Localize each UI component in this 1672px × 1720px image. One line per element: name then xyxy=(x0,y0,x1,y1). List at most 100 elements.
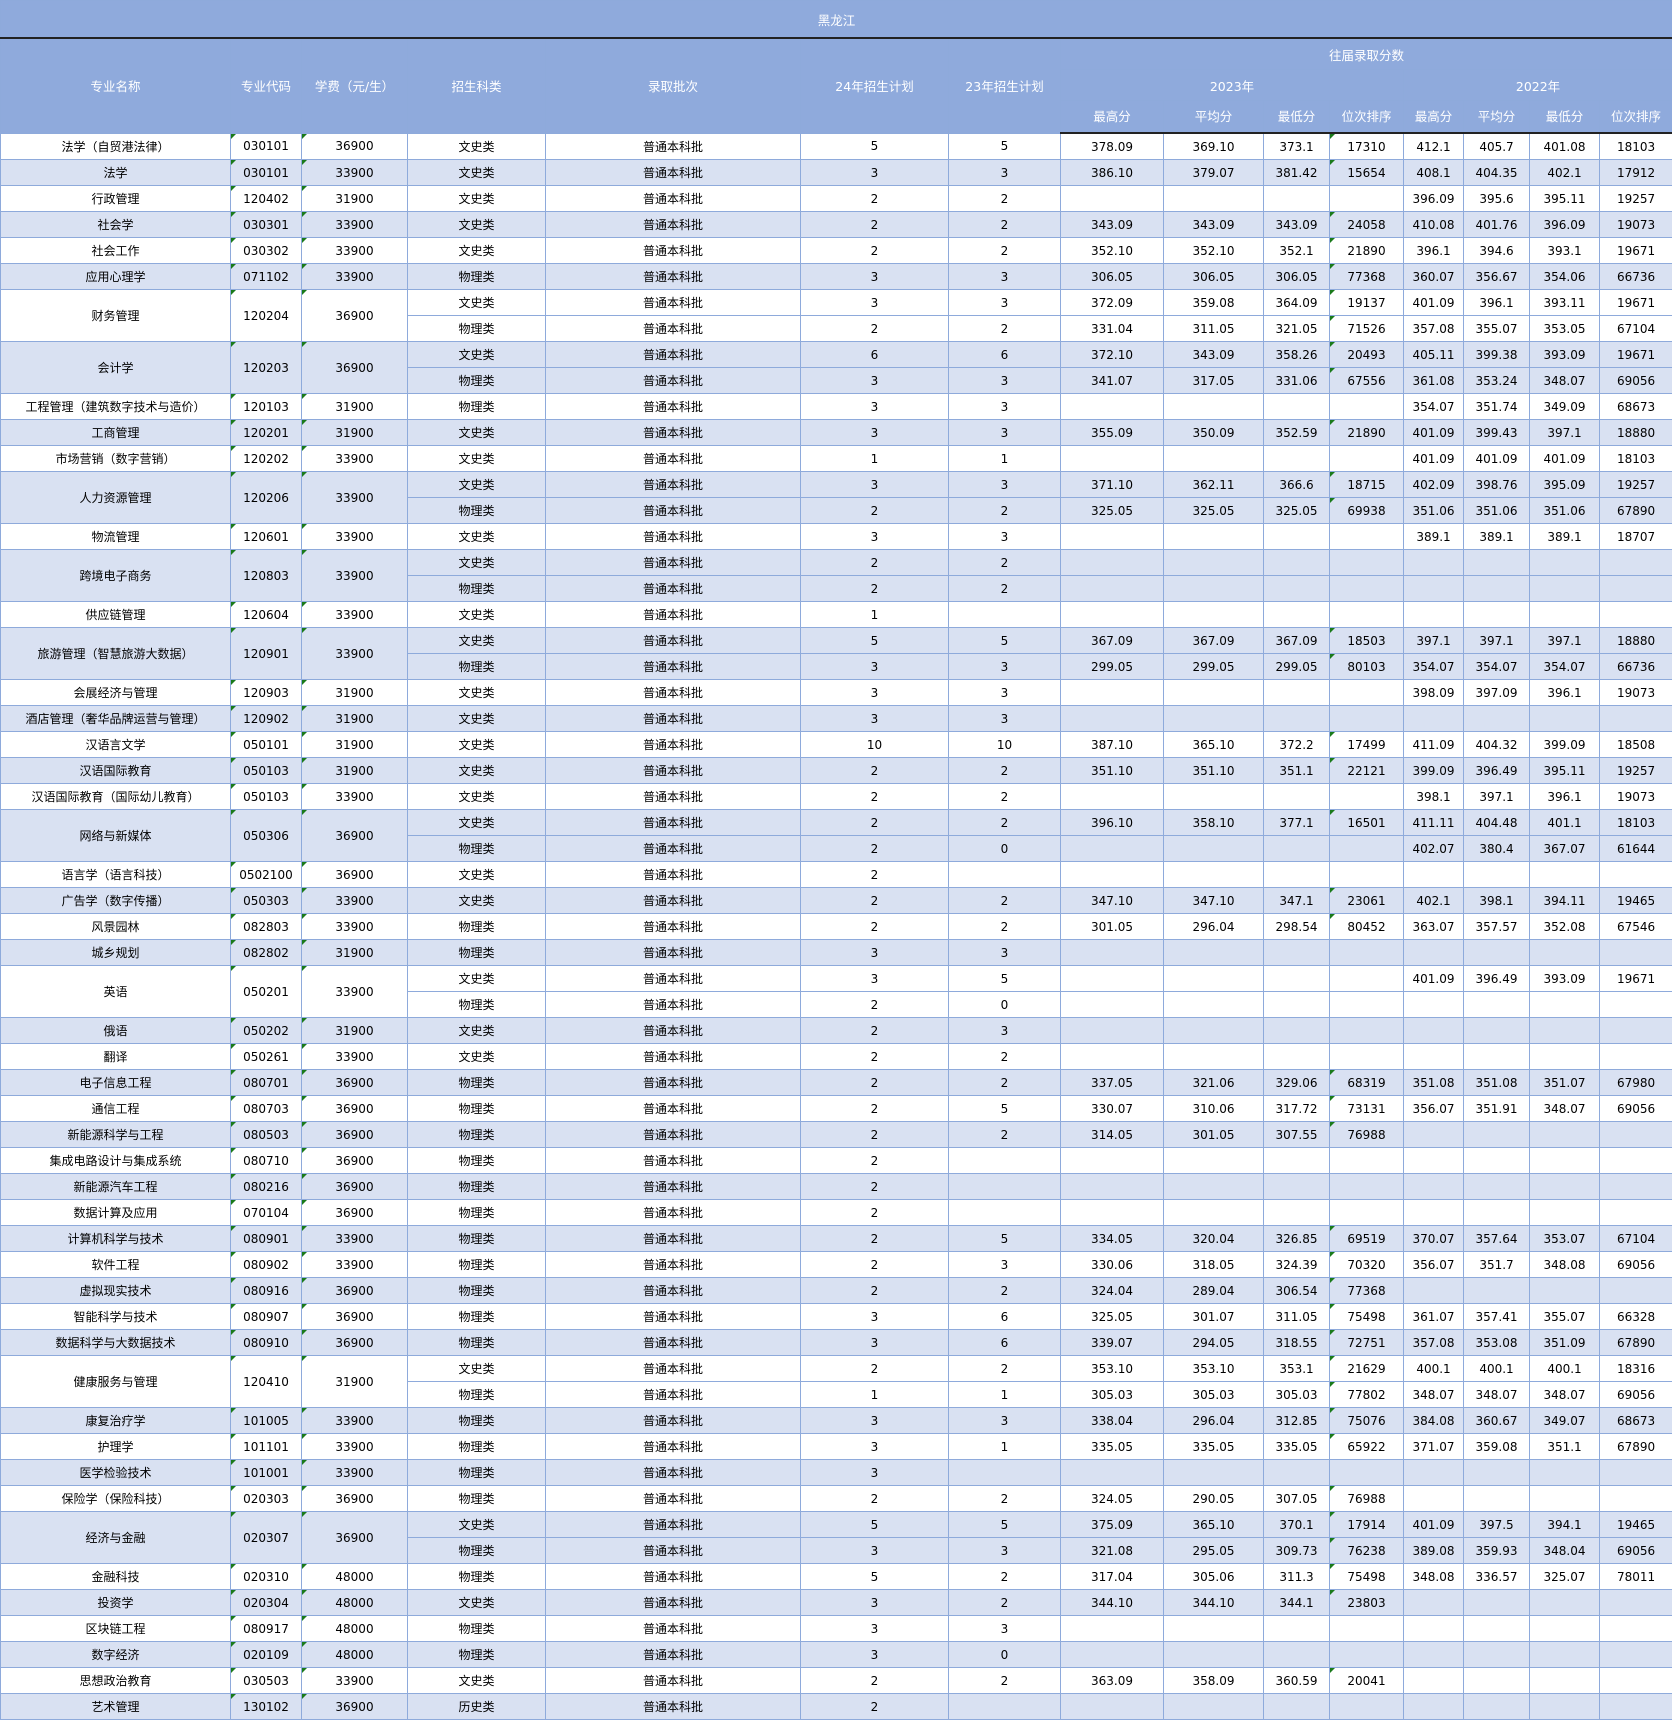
cell-batch: 普通本科批 xyxy=(546,1070,801,1096)
cell-plan23: 1 xyxy=(949,1434,1061,1460)
cell-batch: 普通本科批 xyxy=(546,1486,801,1512)
cell-batch: 普通本科批 xyxy=(546,368,801,394)
cell-max-2022 xyxy=(1404,992,1464,1018)
cell-batch: 普通本科批 xyxy=(546,1096,801,1122)
cell-type: 物理类 xyxy=(408,1148,546,1174)
cell-max-2023: 378.09 xyxy=(1061,133,1164,160)
cell-avg-2023: 321.06 xyxy=(1164,1070,1264,1096)
cell-avg-2023 xyxy=(1164,1200,1264,1226)
major-fee: 36900 xyxy=(302,1278,408,1304)
header-batch: 录取批次 xyxy=(546,38,801,133)
cell-plan23: 2 xyxy=(949,1044,1061,1070)
cell-avg-2023 xyxy=(1164,966,1264,992)
cell-max-2023: 347.10 xyxy=(1061,888,1164,914)
major-code: 082803 xyxy=(231,914,302,940)
header-2022: 2022年 xyxy=(1404,70,1672,101)
cell-rank-2023 xyxy=(1330,1460,1404,1486)
cell-rank-2022 xyxy=(1600,1694,1672,1720)
cell-avg-2022: 397.09 xyxy=(1464,680,1530,706)
major-fee: 33900 xyxy=(302,264,408,290)
cell-plan23: 2 xyxy=(949,1278,1061,1304)
cell-max-2023 xyxy=(1061,394,1164,420)
cell-avg-2022: 399.38 xyxy=(1464,342,1530,368)
cell-min-2023: 353.1 xyxy=(1264,1356,1330,1382)
cell-plan24: 3 xyxy=(801,1538,949,1564)
cell-avg-2022 xyxy=(1464,1148,1530,1174)
cell-min-2022: 393.11 xyxy=(1530,290,1600,316)
cell-min-2023: 317.72 xyxy=(1264,1096,1330,1122)
cell-max-2022: 412.1 xyxy=(1404,133,1464,160)
cell-plan24: 2 xyxy=(801,316,949,342)
cell-batch: 普通本科批 xyxy=(546,316,801,342)
cell-rank-2022 xyxy=(1600,576,1672,602)
cell-rank-2022: 19073 xyxy=(1600,784,1672,810)
cell-max-2022: 402.07 xyxy=(1404,836,1464,862)
cell-max-2023 xyxy=(1061,992,1164,1018)
major-code: 120206 xyxy=(231,472,302,524)
cell-plan23: 1 xyxy=(949,446,1061,472)
cell-max-2022: 354.07 xyxy=(1404,394,1464,420)
cell-rank-2023: 80103 xyxy=(1330,654,1404,680)
cell-max-2022: 401.09 xyxy=(1404,446,1464,472)
major-code: 120902 xyxy=(231,706,302,732)
cell-rank-2022: 19671 xyxy=(1600,342,1672,368)
cell-min-2023 xyxy=(1264,1642,1330,1668)
cell-type: 物理类 xyxy=(408,1174,546,1200)
major-name: 会计学 xyxy=(1,342,231,394)
cell-plan23 xyxy=(949,862,1061,888)
cell-plan24: 2 xyxy=(801,836,949,862)
cell-max-2023: 363.09 xyxy=(1061,1668,1164,1694)
cell-max-2022: 399.09 xyxy=(1404,758,1464,784)
cell-avg-2023: 351.10 xyxy=(1164,758,1264,784)
cell-avg-2022 xyxy=(1464,576,1530,602)
cell-plan23: 3 xyxy=(949,394,1061,420)
cell-plan23: 5 xyxy=(949,1512,1061,1538)
cell-avg-2023: 343.09 xyxy=(1164,342,1264,368)
cell-type: 物理类 xyxy=(408,1330,546,1356)
major-fee: 33900 xyxy=(302,628,408,680)
major-code: 020304 xyxy=(231,1590,302,1616)
cell-plan24: 2 xyxy=(801,1096,949,1122)
cell-max-2022: 371.07 xyxy=(1404,1434,1464,1460)
cell-avg-2023: 301.07 xyxy=(1164,1304,1264,1330)
major-name: 风景园林 xyxy=(1,914,231,940)
cell-min-2023 xyxy=(1264,1616,1330,1642)
cell-avg-2023: 290.05 xyxy=(1164,1486,1264,1512)
major-name: 城乡规划 xyxy=(1,940,231,966)
cell-batch: 普通本科批 xyxy=(546,940,801,966)
cell-max-2022: 384.08 xyxy=(1404,1408,1464,1434)
cell-rank-2022: 19257 xyxy=(1600,186,1672,212)
major-code: 080917 xyxy=(231,1616,302,1642)
cell-type: 文史类 xyxy=(408,628,546,654)
cell-avg-2023 xyxy=(1164,1148,1264,1174)
cell-rank-2022: 19671 xyxy=(1600,238,1672,264)
cell-max-2023: 324.05 xyxy=(1061,1486,1164,1512)
major-code: 050101 xyxy=(231,732,302,758)
major-code: 030101 xyxy=(231,160,302,186)
cell-avg-2022: 357.57 xyxy=(1464,914,1530,940)
major-name: 翻译 xyxy=(1,1044,231,1070)
major-name: 社会学 xyxy=(1,212,231,238)
major-name: 护理学 xyxy=(1,1434,231,1460)
cell-max-2022: 354.07 xyxy=(1404,654,1464,680)
cell-min-2022 xyxy=(1530,550,1600,576)
cell-avg-2023: 359.08 xyxy=(1164,290,1264,316)
cell-batch: 普通本科批 xyxy=(546,1148,801,1174)
major-code: 020307 xyxy=(231,1512,302,1564)
cell-plan24: 2 xyxy=(801,758,949,784)
cell-rank-2023: 77368 xyxy=(1330,1278,1404,1304)
cell-max-2022: 360.07 xyxy=(1404,264,1464,290)
major-fee: 48000 xyxy=(302,1642,408,1668)
cell-max-2022: 363.07 xyxy=(1404,914,1464,940)
major-code: 080503 xyxy=(231,1122,302,1148)
cell-avg-2023: 343.09 xyxy=(1164,212,1264,238)
cell-max-2023: 306.05 xyxy=(1061,264,1164,290)
cell-min-2022: 351.09 xyxy=(1530,1330,1600,1356)
